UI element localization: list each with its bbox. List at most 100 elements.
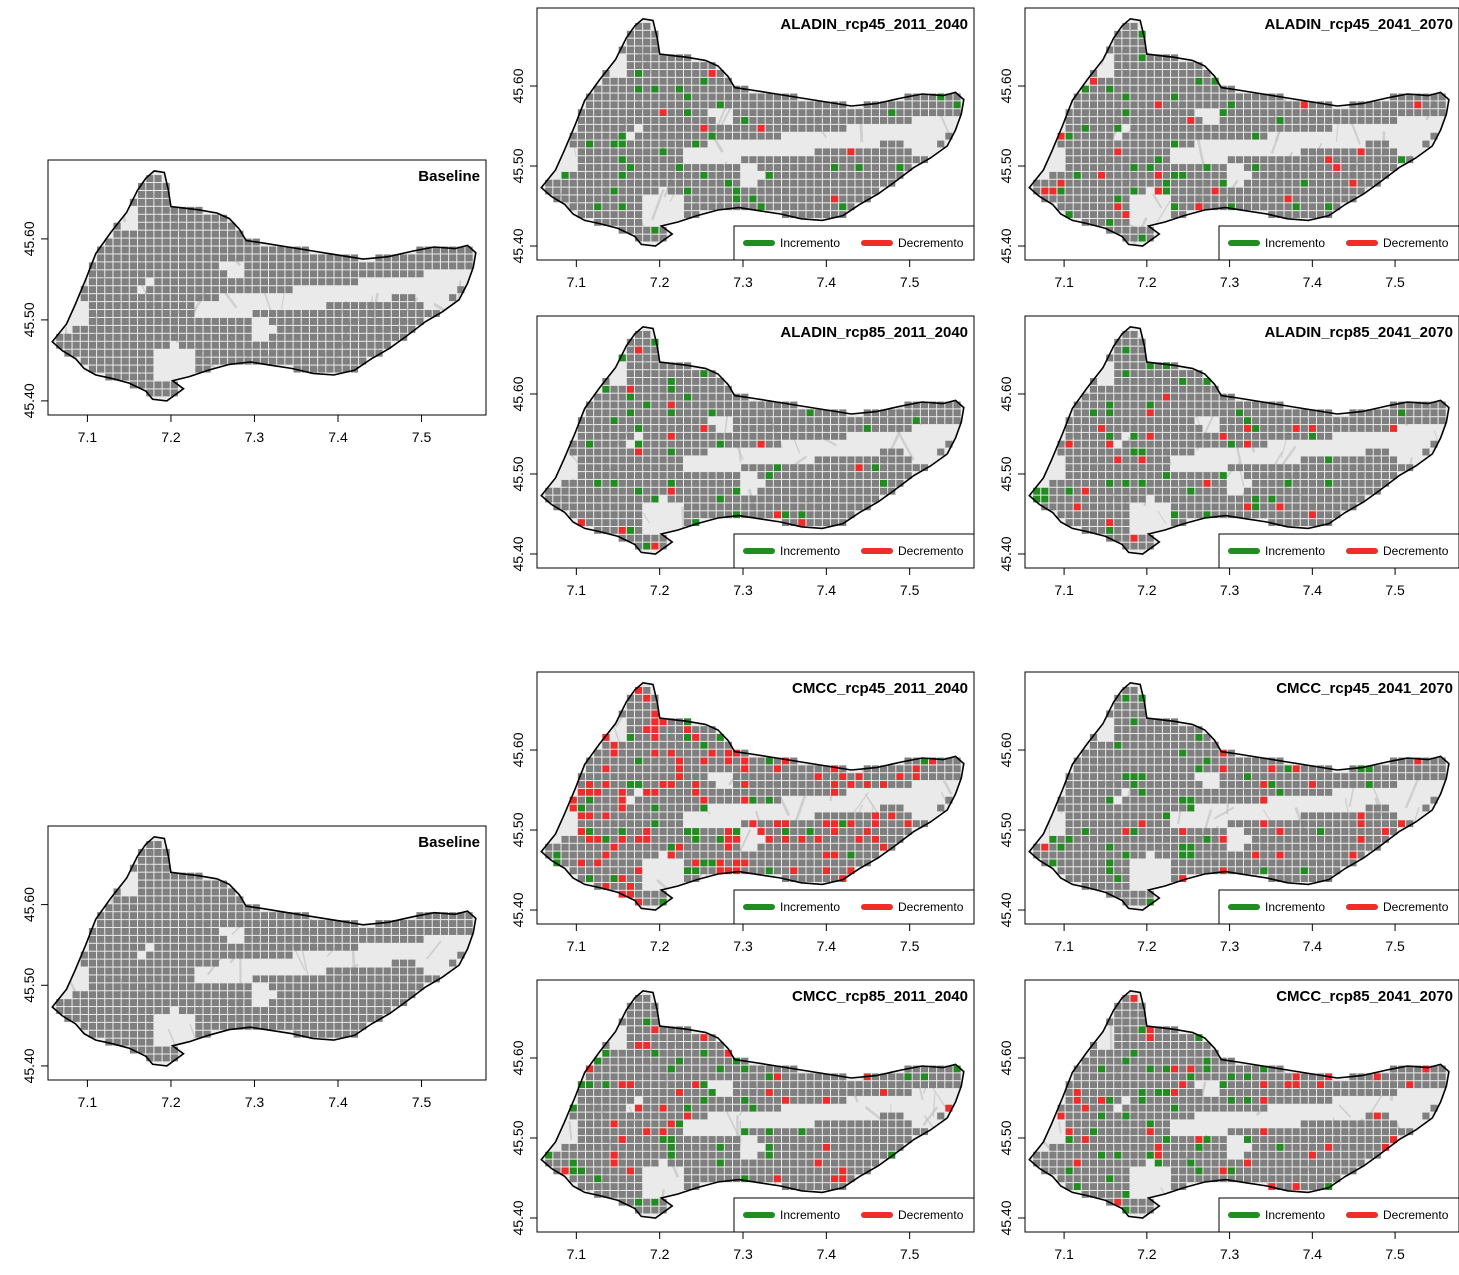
presence-cell [651, 124, 659, 132]
presence-cell [945, 132, 953, 140]
presence-cell [782, 464, 790, 472]
presence-cell [285, 928, 293, 935]
presence-cell [733, 440, 741, 448]
presence-cell [277, 270, 285, 278]
presence-cell [839, 164, 847, 171]
presence-cell [1130, 171, 1138, 179]
increase-cell [610, 417, 618, 425]
presence-cell [211, 214, 219, 222]
presence-cell [773, 796, 781, 804]
presence-cell [1276, 425, 1284, 432]
presence-cell [88, 357, 97, 365]
presence-cell [1341, 456, 1349, 464]
presence-cell [610, 464, 618, 472]
presence-cell [252, 341, 260, 349]
presence-cell [187, 951, 195, 959]
presence-cell [1300, 425, 1308, 432]
presence-cell [806, 519, 814, 526]
presence-cell [651, 417, 659, 425]
presence-cell [1098, 409, 1106, 417]
presence-cell [1179, 432, 1187, 440]
presence-cell [659, 378, 667, 385]
presence-cell [129, 254, 138, 262]
presence-cell [1162, 140, 1171, 148]
presence-cell [1316, 503, 1325, 511]
presence-cell [1114, 156, 1122, 164]
presence-cell [814, 820, 822, 828]
presence-cell [1171, 401, 1179, 409]
presence-cell [594, 132, 602, 140]
presence-cell [1162, 495, 1171, 503]
presence-cell [1162, 148, 1171, 156]
presence-cell [1243, 187, 1252, 195]
x-tick-label: 7.3 [1220, 274, 1240, 290]
presence-cell [618, 472, 626, 479]
hillshade-ridge [942, 780, 953, 796]
presence-cell [945, 93, 953, 101]
decrease-cell [700, 425, 708, 432]
presence-cell [1130, 85, 1138, 93]
presence-cell [1430, 101, 1438, 109]
presence-cell [1316, 156, 1325, 164]
decrease-cell [626, 890, 634, 898]
presence-cell [162, 214, 170, 222]
presence-cell [203, 238, 211, 246]
presence-cell [855, 851, 863, 859]
presence-cell [708, 203, 716, 211]
presence-cell [724, 195, 732, 203]
presence-cell [334, 1030, 342, 1038]
presence-cell [716, 203, 724, 211]
presence-cell [1187, 203, 1195, 211]
presence-cell [146, 841, 154, 848]
presence-cell [1187, 448, 1195, 456]
presence-cell [700, 385, 708, 393]
presence-cell [121, 1030, 129, 1038]
presence-cell [814, 851, 822, 859]
presence-cell [1106, 456, 1114, 464]
presence-cell [80, 294, 88, 302]
presence-cell [651, 370, 659, 378]
presence-cell [659, 472, 667, 479]
presence-cell [675, 140, 683, 148]
presence-cell [626, 148, 634, 156]
presence-cell [138, 943, 146, 951]
presence-cell [904, 464, 912, 472]
presence-cell [700, 164, 708, 171]
presence-cell [806, 781, 814, 788]
presence-cell [1081, 109, 1089, 117]
presence-cell [1195, 385, 1203, 393]
presence-cell [1300, 195, 1308, 203]
presence-cell [602, 495, 610, 503]
increase-cell [577, 804, 585, 812]
presence-cell [790, 851, 798, 859]
decrease-cell [847, 781, 855, 788]
presence-cell [888, 101, 896, 109]
presence-cell [643, 495, 651, 503]
presence-cell [643, 179, 651, 187]
presence-cell [203, 943, 211, 951]
presence-cell [1081, 409, 1089, 417]
presence-cell [1098, 440, 1106, 448]
presence-cell [359, 975, 367, 983]
decrease-cell [757, 828, 765, 835]
presence-cell [1138, 425, 1146, 432]
presence-cell [88, 333, 97, 341]
presence-cell [1179, 77, 1187, 85]
presence-cell [301, 935, 309, 943]
presence-cell [138, 896, 146, 904]
presence-cell [757, 117, 765, 124]
presence-cell [651, 440, 659, 448]
presence-cell [749, 417, 757, 425]
presence-cell [154, 333, 162, 341]
increase-cell [716, 495, 724, 503]
presence-cell [561, 859, 569, 867]
presence-cell [635, 164, 643, 171]
presence-cell [847, 417, 855, 425]
presence-cell [1106, 187, 1114, 195]
presence-cell [211, 912, 219, 920]
presence-cell [1122, 417, 1130, 425]
presence-cell [675, 495, 683, 503]
panel-title: ALADIN_rcp85_2041_2070 [1265, 324, 1453, 341]
presence-cell [920, 820, 928, 828]
presence-cell [618, 124, 626, 132]
